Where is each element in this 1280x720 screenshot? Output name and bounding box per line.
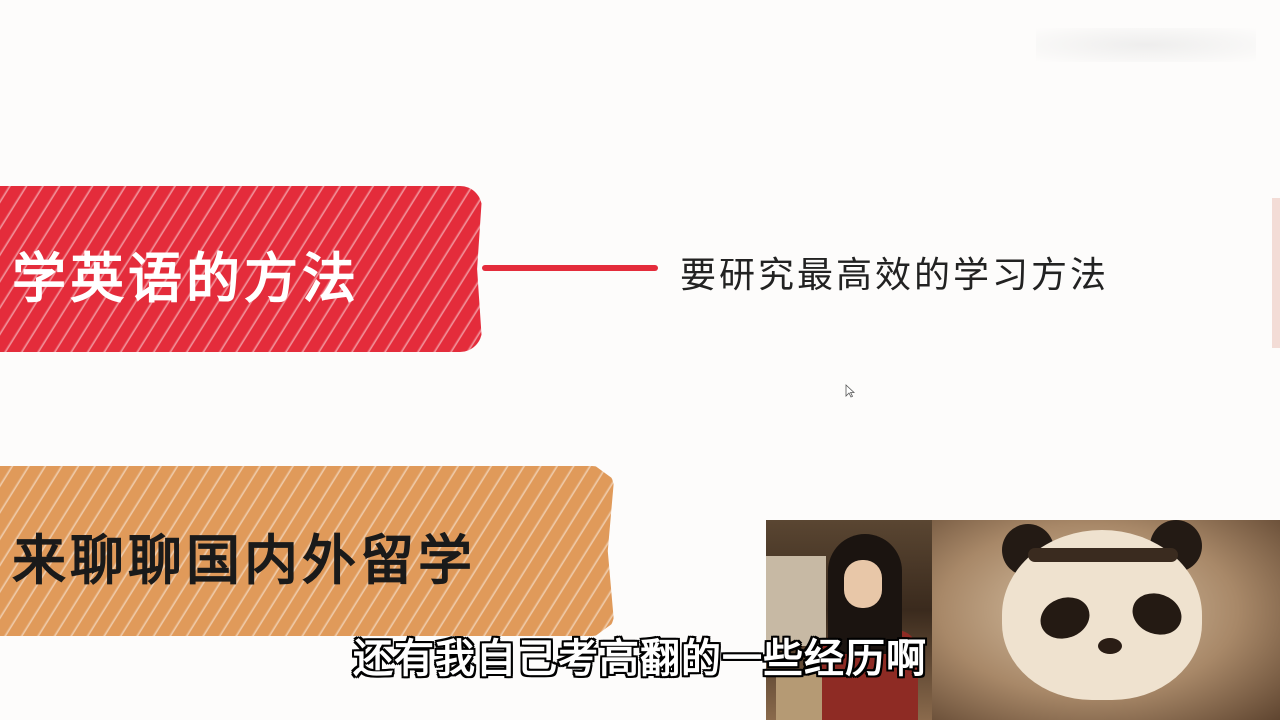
branch-note-efficient-learning: 要研究最高效的学习方法 [680, 255, 1110, 296]
mindmap-connector-line [482, 265, 658, 271]
presenter-camera-feed [766, 520, 932, 720]
decorative-edge-strip [1272, 198, 1280, 348]
topic-title-study-abroad: 来聊聊国内外留学 [12, 528, 476, 592]
topic-title-english-methods: 学英语的方法 [12, 246, 360, 310]
panda-image [932, 520, 1280, 720]
decorative-smudge [1036, 28, 1256, 62]
topic-block-english-methods: 学英语的方法 [0, 186, 482, 352]
mouse-pointer-icon [845, 384, 855, 398]
video-subtitle-caption: 还有我自己考高翻的一些经历啊 [353, 636, 927, 682]
topic-block-study-abroad: 来聊聊国内外留学 [0, 466, 614, 636]
presenter-video-overlay [766, 520, 1280, 720]
